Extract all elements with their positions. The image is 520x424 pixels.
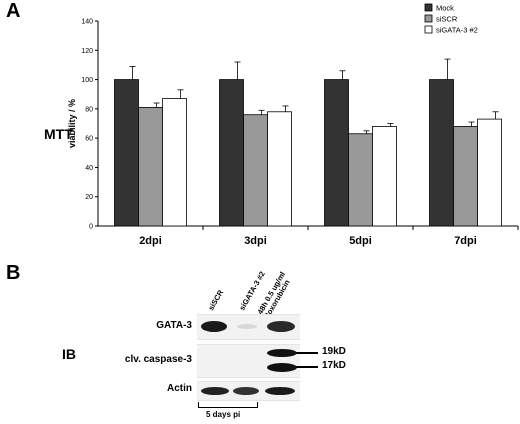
marker-19kd: 19kD <box>322 346 346 357</box>
y-axis-label: viability / % <box>67 99 77 148</box>
bar-2dpi-0 <box>114 79 139 227</box>
bar-7dpi-1 <box>453 126 478 227</box>
bar-5dpi-0 <box>324 79 349 227</box>
blot-gata3 <box>197 314 300 340</box>
blot-actin <box>197 381 300 401</box>
marker-line-19kd <box>296 352 318 354</box>
band-actin-siscr <box>201 387 229 395</box>
band-actin-dox <box>265 387 295 395</box>
footer-5-days-pi: 5 days pi <box>206 410 241 419</box>
lane-label-siscr: siSCR <box>206 288 226 312</box>
legend-swatch-0 <box>424 3 433 12</box>
chart-legend: Mock siSCR siGATA-3 #2 <box>424 3 478 35</box>
panel-b-letter: B <box>6 262 21 284</box>
y-tick-label-80: 80 <box>85 106 93 113</box>
bar-2dpi-2 <box>162 98 187 227</box>
bar-3dpi-0 <box>219 79 244 227</box>
viability-chart: 0 20 40 60 80 100 120 140 viability / % 2dpi 3dpi 5… <box>67 3 519 247</box>
marker-line-17kd <box>296 366 318 368</box>
y-tick-label-60: 60 <box>85 136 93 143</box>
row-label-gata3: GATA-3 <box>156 320 192 331</box>
legend-label-2: siGATA-3 #2 <box>436 26 478 35</box>
mtt-label: MTT <box>44 126 73 142</box>
legend-swatch-1 <box>424 14 433 23</box>
bar-3dpi-2 <box>267 111 292 227</box>
bar-3dpi-1 <box>243 114 268 227</box>
band-caspase3-17kd <box>267 363 297 372</box>
x-category-label-0: 2dpi <box>139 235 162 247</box>
y-tick-label-140: 140 <box>81 19 93 26</box>
panel-a-letter: A <box>6 0 21 22</box>
band-gata3-sigata3 <box>237 324 257 329</box>
band-actin-sigata3 <box>233 387 259 395</box>
marker-17kd: 17kD <box>322 360 346 371</box>
legend-label-1: siSCR <box>436 15 458 24</box>
ib-label: IB <box>62 346 76 362</box>
y-tick-label-20: 20 <box>85 194 93 201</box>
bar-5dpi-2 <box>372 126 397 227</box>
x-category-label-3: 7dpi <box>454 235 477 247</box>
y-tick-label-40: 40 <box>85 165 93 172</box>
bar-7dpi-0 <box>429 79 454 227</box>
chart-bars <box>114 58 502 227</box>
x-category-label-2: 5dpi <box>349 235 372 247</box>
legend-label-0: Mock <box>436 4 454 13</box>
legend-swatch-2 <box>424 25 433 34</box>
footer-bracket <box>198 402 258 408</box>
y-tick-label-100: 100 <box>81 77 93 84</box>
bar-2dpi-1 <box>138 106 163 227</box>
band-gata3-siscr <box>201 321 227 332</box>
row-label-actin: Actin <box>167 383 192 394</box>
band-gata3-dox <box>267 321 295 332</box>
y-tick-label-120: 120 <box>81 48 93 55</box>
row-label-caspase3: clv. caspase-3 <box>124 354 192 365</box>
y-tick-label-0: 0 <box>89 224 93 231</box>
blot-caspase3 <box>197 344 300 378</box>
x-category-label-1: 3dpi <box>244 235 267 247</box>
bar-7dpi-2 <box>477 118 502 227</box>
bar-5dpi-1 <box>348 133 373 227</box>
band-caspase3-19kd <box>267 349 297 357</box>
